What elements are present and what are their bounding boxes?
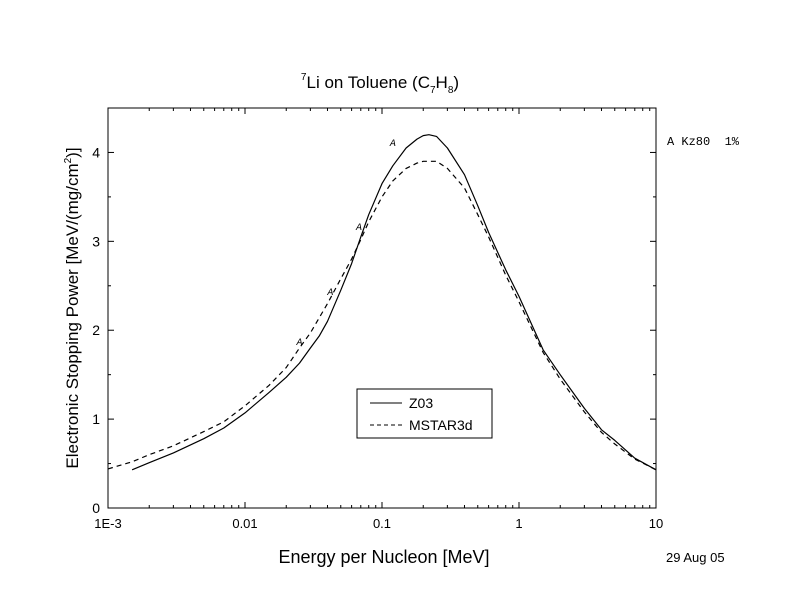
- y-tick-label: 0: [92, 500, 100, 516]
- y-axis-ticks: 0 1 2 3 4: [92, 144, 656, 516]
- x-tick-label: 1E-3: [94, 516, 121, 531]
- legend-label-mstar3d: MSTAR3d: [409, 417, 473, 433]
- y-tick-label: 4: [92, 144, 100, 160]
- x-tick-label: 1: [515, 516, 522, 531]
- title-sup-isotope: 7: [301, 72, 307, 83]
- title-sub-1: 7: [430, 85, 436, 96]
- series-line-mstar3d: [107, 160, 657, 471]
- experimental-markers: A A A A: [296, 139, 396, 349]
- title-main: Li on Toluene (C: [306, 73, 430, 92]
- x-axis-ticks: 1E-3 0.01 0.1 1 10: [94, 108, 663, 531]
- x-tick-label: 10: [649, 516, 663, 531]
- x-axis-label: Energy per Nucleon [MeV]: [278, 547, 489, 567]
- chart-title: 7Li on Toluene (C7H8): [301, 72, 459, 96]
- y-label-end: )]: [63, 147, 82, 157]
- data-marker: A: [296, 338, 303, 349]
- y-tick-label: 2: [92, 322, 100, 338]
- x-tick-label: 0.1: [373, 516, 391, 531]
- data-marker: A: [355, 223, 362, 234]
- date-label: 29 Aug 05: [666, 550, 725, 565]
- series-layer: [107, 134, 657, 471]
- data-source-annotation: A Kz80 1%: [667, 135, 740, 149]
- y-label-main: Electronic Stopping Power [MeV/(mg/cm: [63, 163, 82, 468]
- title-mid: H: [436, 73, 448, 92]
- y-tick-label: 1: [92, 411, 100, 427]
- title-end: ): [453, 73, 459, 92]
- y-label-sup: 2: [63, 157, 74, 163]
- title-sub-2: 8: [448, 85, 454, 96]
- y-axis-label: Electronic Stopping Power [MeV/(mg/cm2)]: [63, 147, 82, 468]
- plot-frame: [107, 107, 657, 509]
- data-marker: A: [326, 288, 333, 299]
- series-line-z03: [131, 134, 657, 471]
- data-marker: A: [389, 139, 396, 150]
- x-tick-label: 0.01: [232, 516, 257, 531]
- y-tick-label: 3: [92, 233, 100, 249]
- legend-box: [356, 388, 493, 439]
- legend-label-z03: Z03: [409, 395, 433, 411]
- legend: Z03 MSTAR3d: [356, 388, 493, 439]
